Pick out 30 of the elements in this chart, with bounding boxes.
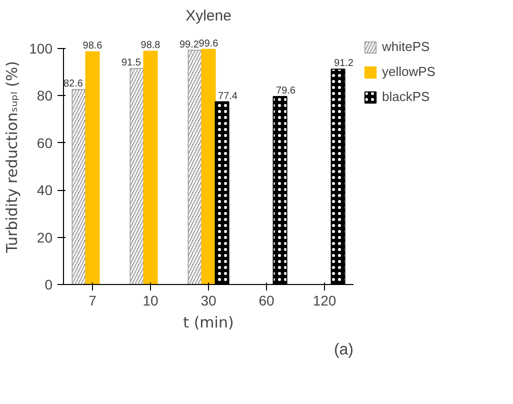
x-tick-label: 30 bbox=[200, 292, 216, 308]
legend-label: whitePS bbox=[382, 39, 430, 54]
text: (a) bbox=[334, 342, 354, 358]
legend-label: yellowPS bbox=[382, 64, 436, 79]
data-label: 99.6 bbox=[198, 38, 219, 50]
data-label: 91.5 bbox=[122, 57, 142, 68]
data-label: 98.6 bbox=[82, 40, 103, 52]
y-axis-title: Turbidity reductionₛᵤₚₗ (%) bbox=[3, 61, 22, 254]
x-tick-label: 60 bbox=[258, 292, 274, 308]
bar bbox=[201, 48, 216, 284]
data-label: 91.2 bbox=[334, 58, 354, 70]
chart-title: Xylene bbox=[186, 8, 232, 24]
legend-label: blackPS bbox=[382, 89, 430, 104]
data-label: 99.2 bbox=[180, 39, 200, 50]
bar bbox=[85, 51, 100, 284]
data-label: 98.8 bbox=[140, 40, 161, 52]
x-axis-title: t (min) bbox=[183, 314, 234, 332]
y-tick-label: 80 bbox=[36, 88, 53, 104]
bar bbox=[143, 50, 158, 284]
data-label: 77.4 bbox=[218, 90, 238, 102]
y-tick-label: 60 bbox=[36, 134, 53, 151]
y-tick-label: 100 bbox=[29, 40, 53, 56]
x-tick-label: 7 bbox=[88, 292, 97, 308]
y-tick-label: 20 bbox=[36, 229, 53, 246]
data-label: 82.6 bbox=[64, 78, 84, 90]
x-tick-label: 120 bbox=[312, 292, 336, 308]
y-tick-label: 40 bbox=[36, 182, 53, 198]
data-label: 79.6 bbox=[276, 86, 296, 97]
x-tick-label: 10 bbox=[142, 292, 158, 308]
y-tick-label: 0 bbox=[44, 276, 53, 292]
